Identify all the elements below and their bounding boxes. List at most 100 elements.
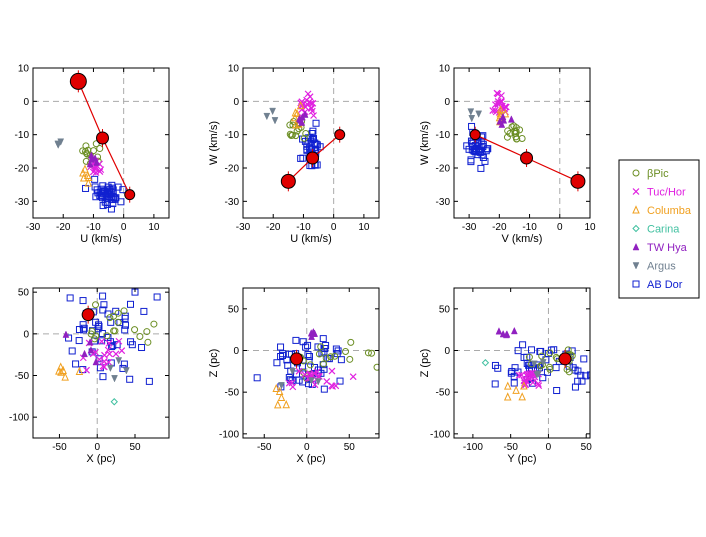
y-axis-label: W (km/s) xyxy=(419,121,431,165)
point-columba xyxy=(277,392,286,402)
y-tick-label: 0 xyxy=(444,346,450,357)
point-abdor xyxy=(112,281,118,287)
highlight-point xyxy=(96,131,110,145)
point-argus xyxy=(57,138,65,146)
y-tick-label: -50 xyxy=(225,388,240,399)
highlight-point xyxy=(124,189,136,201)
point-abdor xyxy=(305,353,313,361)
point-abdor xyxy=(467,156,475,164)
point-abdor xyxy=(582,372,590,380)
point-tuchor xyxy=(498,92,505,99)
point-bpic xyxy=(327,353,335,361)
highlight-point xyxy=(81,308,95,322)
x-tick-label: -50 xyxy=(257,442,272,453)
argus-marker xyxy=(632,262,640,270)
point-bpic xyxy=(538,352,546,360)
point-columba xyxy=(496,109,505,118)
x-tick-label: 0 xyxy=(94,442,100,453)
point-abdor xyxy=(109,342,117,350)
point-abdor xyxy=(79,321,87,329)
highlight-point xyxy=(290,352,304,366)
point-twhya xyxy=(86,159,94,168)
y-tick-label: 0 xyxy=(444,97,450,108)
point-abdor xyxy=(107,318,115,326)
point-twhya xyxy=(507,115,515,123)
point-abdor xyxy=(128,341,136,349)
point-abdor xyxy=(552,364,560,372)
point-abdor xyxy=(253,374,261,382)
legend-label: Columba xyxy=(647,205,692,217)
point-columba xyxy=(273,400,282,409)
legend-item-carina: Carina xyxy=(632,224,680,236)
point-abdor xyxy=(113,341,121,349)
y-tick-label: -10 xyxy=(15,130,30,141)
point-abdor xyxy=(320,385,328,393)
point-bpic xyxy=(87,330,95,338)
y-tick-label: 0 xyxy=(233,97,239,108)
y-tick-label: -30 xyxy=(225,197,240,208)
point-twhya xyxy=(87,346,95,354)
point-argus xyxy=(271,117,279,125)
axes-frame xyxy=(453,67,591,219)
point-abdor xyxy=(107,205,115,213)
point-abdor xyxy=(314,343,322,351)
point-tuchor xyxy=(515,371,523,379)
y-axis-label: Z (pc) xyxy=(419,349,431,378)
point-argus xyxy=(530,360,538,368)
point-abdor xyxy=(539,374,547,382)
x-axis-label: U (km/s) xyxy=(290,233,332,245)
highlight-point xyxy=(69,72,87,90)
point-twhya xyxy=(88,153,96,162)
x-tick-label: -10 xyxy=(86,222,101,233)
abdor-marker xyxy=(632,280,640,288)
point-argus xyxy=(115,357,123,365)
point-argus xyxy=(314,378,322,386)
point-abdor xyxy=(304,351,312,359)
point-tuchor xyxy=(307,104,315,112)
point-twhya xyxy=(86,338,94,346)
x-tick-label: -30 xyxy=(462,222,477,233)
point-argus xyxy=(475,110,483,118)
point-bpic xyxy=(525,353,533,361)
y-tick-label: 0 xyxy=(23,97,29,108)
legend-item-argus: Argus xyxy=(632,261,676,273)
point-bpic xyxy=(546,363,554,371)
point-abdor xyxy=(68,347,76,355)
point-bpic xyxy=(79,147,87,155)
point-bpic xyxy=(512,124,520,132)
y-tick-label: 50 xyxy=(228,304,240,315)
point-abdor xyxy=(586,371,590,379)
point-abdor xyxy=(95,322,103,330)
point-abdor xyxy=(103,200,111,208)
point-abdor xyxy=(309,127,317,135)
point-bpic xyxy=(82,142,90,150)
point-abdor xyxy=(523,353,531,361)
data-points xyxy=(253,327,379,409)
point-twhya xyxy=(510,326,518,335)
point-columba xyxy=(501,109,510,118)
point-tuchor xyxy=(91,165,99,173)
point-bpic xyxy=(111,327,119,335)
point-bpic xyxy=(92,332,100,340)
point-tuchor xyxy=(288,379,296,387)
x-tick-label: -10 xyxy=(522,222,537,233)
legend: βPic Tuc/Hor Columba Carina TW Hya Argus AB Do… xyxy=(618,159,700,299)
point-tuchor xyxy=(523,370,531,378)
point-bpic xyxy=(306,361,314,369)
legend-item-columba: Columba xyxy=(632,205,692,217)
data-points xyxy=(55,281,161,406)
point-abdor xyxy=(591,367,597,373)
point-columba xyxy=(275,386,284,395)
x-axis-label: X (pc) xyxy=(296,453,325,465)
point-tuchor xyxy=(349,373,357,381)
x-tick-label: 50 xyxy=(344,442,356,453)
point-tuchor xyxy=(97,166,105,174)
legend-label: Argus xyxy=(647,261,676,273)
point-abdor xyxy=(119,186,127,194)
point-tuchor xyxy=(98,337,106,345)
data-points xyxy=(463,89,526,172)
legend-label: βPic xyxy=(647,168,669,180)
point-columba xyxy=(291,113,299,122)
point-tuchor xyxy=(101,351,108,359)
